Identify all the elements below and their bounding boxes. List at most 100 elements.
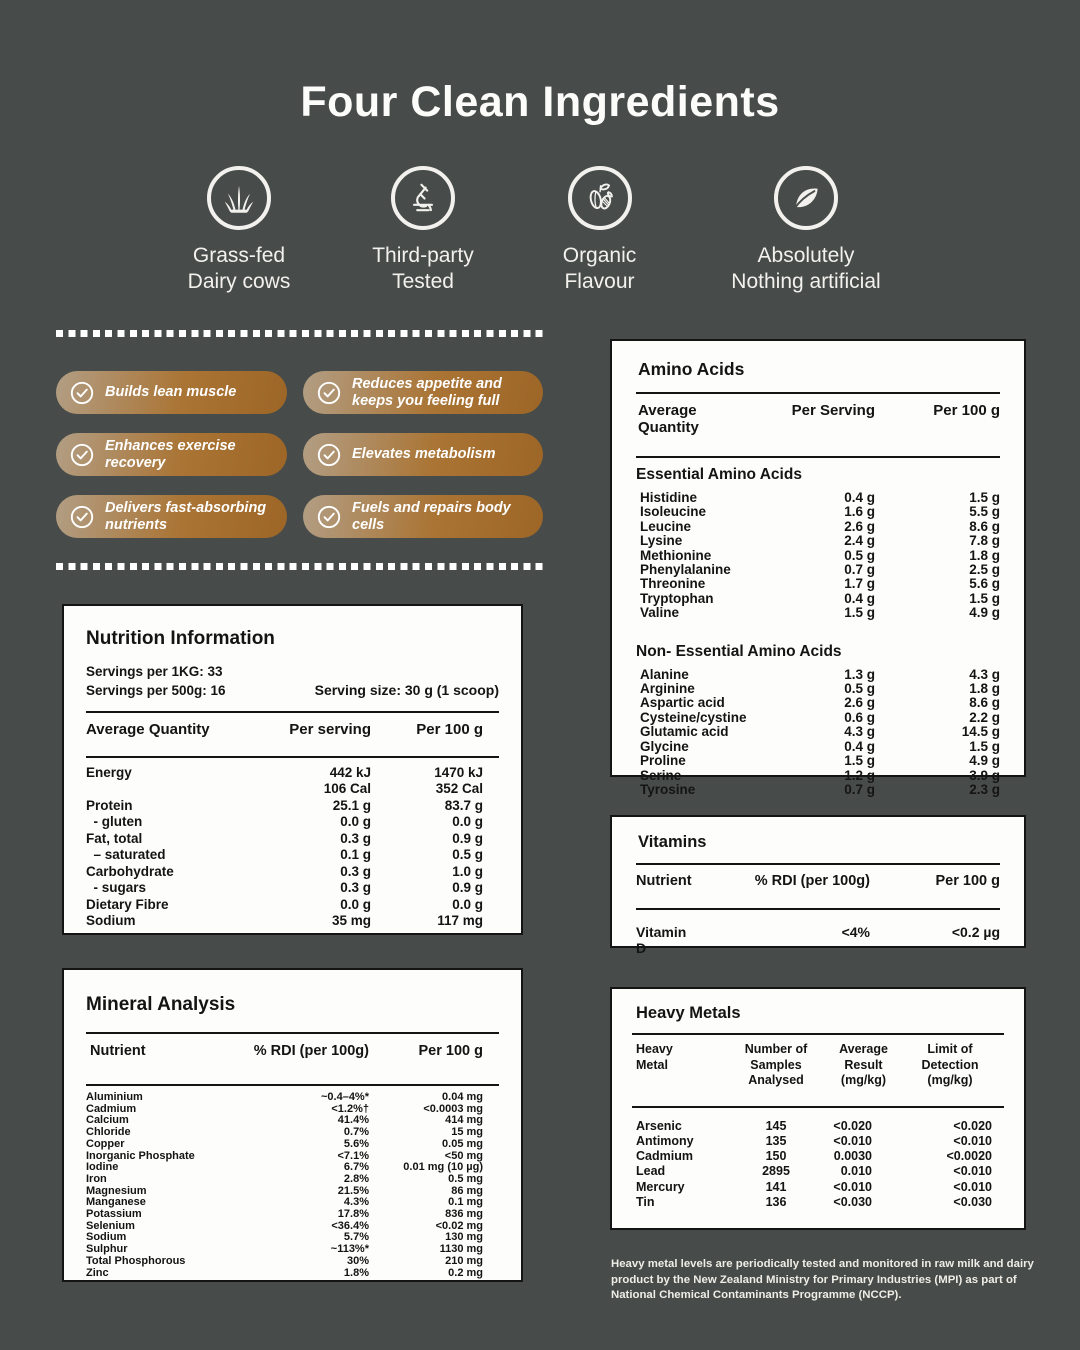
check-circle-icon bbox=[69, 380, 95, 406]
heavy-metals-table: Heavy Metals Heavy Metal Number of Sampl… bbox=[610, 987, 1026, 1230]
nutrition-row: – saturated 0.1 g 0.5 g bbox=[86, 847, 483, 863]
heavy-metals-note: Heavy metal levels are periodically test… bbox=[611, 1258, 1034, 1302]
essential-amino-heading: Essential Amino Acids bbox=[636, 466, 802, 483]
leaf-icon bbox=[774, 166, 838, 230]
nutrition-row: - gluten 0.0 g 0.0 g bbox=[86, 814, 483, 830]
divider bbox=[86, 710, 499, 713]
heavy-metal-row: Cadmium 150 0.0030 <0.0020 bbox=[636, 1149, 992, 1164]
minerals-header-row: Nutrient % RDI (per 100g) Per 100 g bbox=[90, 1043, 483, 1059]
amino-acid-row: Threonine 1.7 g 5.6 g bbox=[640, 576, 1000, 592]
feature-label: Absolutely Nothing artificial bbox=[731, 244, 881, 294]
feature-label: Organic Flavour bbox=[562, 244, 637, 294]
feature-label: Third-party Tested bbox=[372, 244, 474, 294]
feature-list: Grass-fed Dairy cows Third-party Tested bbox=[0, 166, 1080, 295]
heavy-metals-title: Heavy Metals bbox=[636, 1004, 741, 1022]
amino-acid-row: Valine 1.5 g 4.9 g bbox=[640, 605, 1000, 621]
amino-acid-row: Tryptophan 0.4 g 1.5 g bbox=[640, 590, 1000, 606]
divider bbox=[86, 1084, 499, 1086]
servings-per-500g: Servings per 500g: 16 bbox=[86, 682, 226, 698]
benefit-label: Elevates metabolism bbox=[352, 446, 496, 463]
benefit-label: Reduces appetite and keeps you feeling f… bbox=[352, 375, 502, 409]
divider bbox=[632, 1033, 1004, 1035]
divider bbox=[636, 908, 1000, 910]
minerals-title: Mineral Analysis bbox=[86, 994, 236, 1015]
mineral-row: Calcium 41.4% 414 mg bbox=[86, 1114, 483, 1127]
amino-acid-row: Proline 1.5 g 4.9 g bbox=[640, 753, 1000, 769]
amino-acid-row: Aspartic acid 2.6 g 8.6 g bbox=[640, 695, 1000, 711]
mineral-row: Selenium <36.4% <0.02 mg bbox=[86, 1219, 483, 1232]
amino-title: Amino Acids bbox=[638, 359, 745, 379]
nutrition-information-table: Nutrition Information Servings per 1KG: … bbox=[62, 604, 523, 935]
microscope-icon bbox=[391, 166, 455, 230]
heavy-metal-row: Lead 2895 0.010 <0.010 bbox=[636, 1164, 992, 1179]
benefit-pill: Enhances exercise recovery bbox=[56, 433, 287, 476]
mineral-row: Inorganic Phosphate <7.1% <50 mg bbox=[86, 1149, 483, 1162]
amino-acids-table: Amino Acids Average Quantity Per Serving… bbox=[610, 339, 1026, 797]
mineral-row: Copper 5.6% 0.05 mg bbox=[86, 1137, 483, 1150]
heavy-metal-row: Tin 136 <0.030 <0.030 bbox=[636, 1194, 992, 1209]
benefit-label: Builds lean muscle bbox=[105, 384, 237, 401]
servings-per-1kg: Servings per 1KG: 33 bbox=[86, 664, 223, 679]
amino-acid-row: Glycine 0.4 g 1.5 g bbox=[640, 738, 1000, 754]
amino-acid-row: Phenylalanine 0.7 g 2.5 g bbox=[640, 562, 1000, 578]
amino-acid-row: Alanine 1.3 g 4.3 g bbox=[640, 666, 1000, 682]
nutrition-row: Energy 442 kJ 1470 kJ bbox=[86, 764, 483, 780]
benefit-label: Fuels and repairs body cells bbox=[352, 499, 511, 533]
mineral-row: Chloride 0.7% 15 mg bbox=[86, 1126, 483, 1139]
nutrition-row: Fat, total 0.3 g 0.9 g bbox=[86, 830, 483, 846]
amino-acid-row: Methionine 0.5 g 1.8 g bbox=[640, 547, 1000, 563]
divider bbox=[636, 392, 1000, 394]
amino-acid-row: Tyrosine 0.7 g 2.3 g bbox=[640, 781, 1000, 797]
feature-organic-flavour: Organic Flavour bbox=[525, 166, 675, 295]
amino-acid-row: Lysine 2.4 g 7.8 g bbox=[640, 533, 1000, 549]
heavy-metals-header-row: Heavy Metal Number of Samples Analysed A… bbox=[636, 1042, 979, 1088]
dotted-divider-bottom bbox=[56, 563, 545, 570]
vitamins-title: Vitamins bbox=[638, 833, 707, 851]
check-circle-icon bbox=[69, 504, 95, 530]
feature-nothing-artificial: Absolutely Nothing artificial bbox=[689, 166, 924, 295]
nutrition-row: Dietary Fibre 0.0 g 0.0 g bbox=[86, 896, 483, 912]
mineral-row: Aluminium ~0.4–4%* 0.04 mg bbox=[86, 1091, 483, 1103]
mineral-row: Iodine 6.7% 0.01 mg (10 µg) bbox=[86, 1161, 483, 1174]
amino-header-row: Average Quantity Per Serving Per 100 g bbox=[638, 402, 1000, 436]
mineral-row: Magnesium 21.5% 86 mg bbox=[86, 1184, 483, 1197]
divider bbox=[636, 863, 1000, 865]
benefit-pill: Elevates metabolism bbox=[303, 433, 543, 476]
divider bbox=[86, 755, 499, 758]
mineral-row: Total Phosphorous 30% 210 mg bbox=[86, 1254, 483, 1267]
benefit-pill: Delivers fast-absorbing nutrients bbox=[56, 495, 287, 538]
vitamin-row: Vitamin D <4% <0.2 µg bbox=[636, 924, 1000, 956]
check-circle-icon bbox=[316, 442, 342, 468]
mineral-row: Sulphur ~113%* 1130 mg bbox=[86, 1243, 483, 1256]
mineral-row: Zinc 1.8% 0.2 mg bbox=[86, 1266, 483, 1279]
serving-size: Serving size: 30 g (1 scoop) bbox=[314, 682, 499, 699]
check-circle-icon bbox=[316, 380, 342, 406]
nutrition-title: Nutrition Information bbox=[86, 628, 275, 649]
amino-acid-row: Histidine 0.4 g 1.5 g bbox=[640, 490, 1000, 505]
heavy-metal-row: Arsenic 145 <0.020 <0.020 bbox=[636, 1118, 992, 1133]
nutrition-row: Carbohydrate 0.3 g 1.0 g bbox=[86, 863, 483, 879]
benefit-pill: Fuels and repairs body cells bbox=[303, 495, 543, 538]
amino-acid-row: Glutamic acid 4.3 g 14.5 g bbox=[640, 724, 1000, 740]
feature-grass-fed: Grass-fed Dairy cows bbox=[157, 166, 322, 295]
servings-info: Servings per 1KG: 33 Servings per 500g: … bbox=[86, 663, 499, 701]
check-circle-icon bbox=[316, 504, 342, 530]
check-circle-icon bbox=[69, 442, 95, 468]
benefit-pill: Reduces appetite and keeps you feeling f… bbox=[303, 371, 543, 414]
nutrition-row: Sodium 35 mg 117 mg bbox=[86, 913, 483, 929]
dotted-divider-top bbox=[56, 330, 545, 337]
benefit-label: Enhances exercise recovery bbox=[105, 437, 236, 471]
nutrition-header-row: Average Quantity Per serving Per 100 g bbox=[86, 720, 483, 738]
mineral-row: Potassium 17.8% 836 mg bbox=[86, 1208, 483, 1221]
divider bbox=[636, 456, 1000, 458]
divider bbox=[86, 1032, 499, 1034]
nutrition-row: Protein 25.1 g 83.7 g bbox=[86, 797, 483, 813]
amino-acid-row: Serine 1.2 g 3.9 g bbox=[640, 767, 1000, 783]
nutrition-row: 106 Cal 352 Cal bbox=[323, 781, 483, 797]
mineral-row: Iron 2.8% 0.5 mg bbox=[86, 1172, 483, 1185]
heavy-metal-row: Mercury 141 <0.010 <0.010 bbox=[636, 1179, 992, 1194]
amino-acid-row: Cysteine/cystine 0.6 g 2.2 g bbox=[640, 709, 1000, 725]
divider bbox=[632, 1105, 1004, 1108]
benefit-label: Delivers fast-absorbing nutrients bbox=[105, 499, 267, 533]
